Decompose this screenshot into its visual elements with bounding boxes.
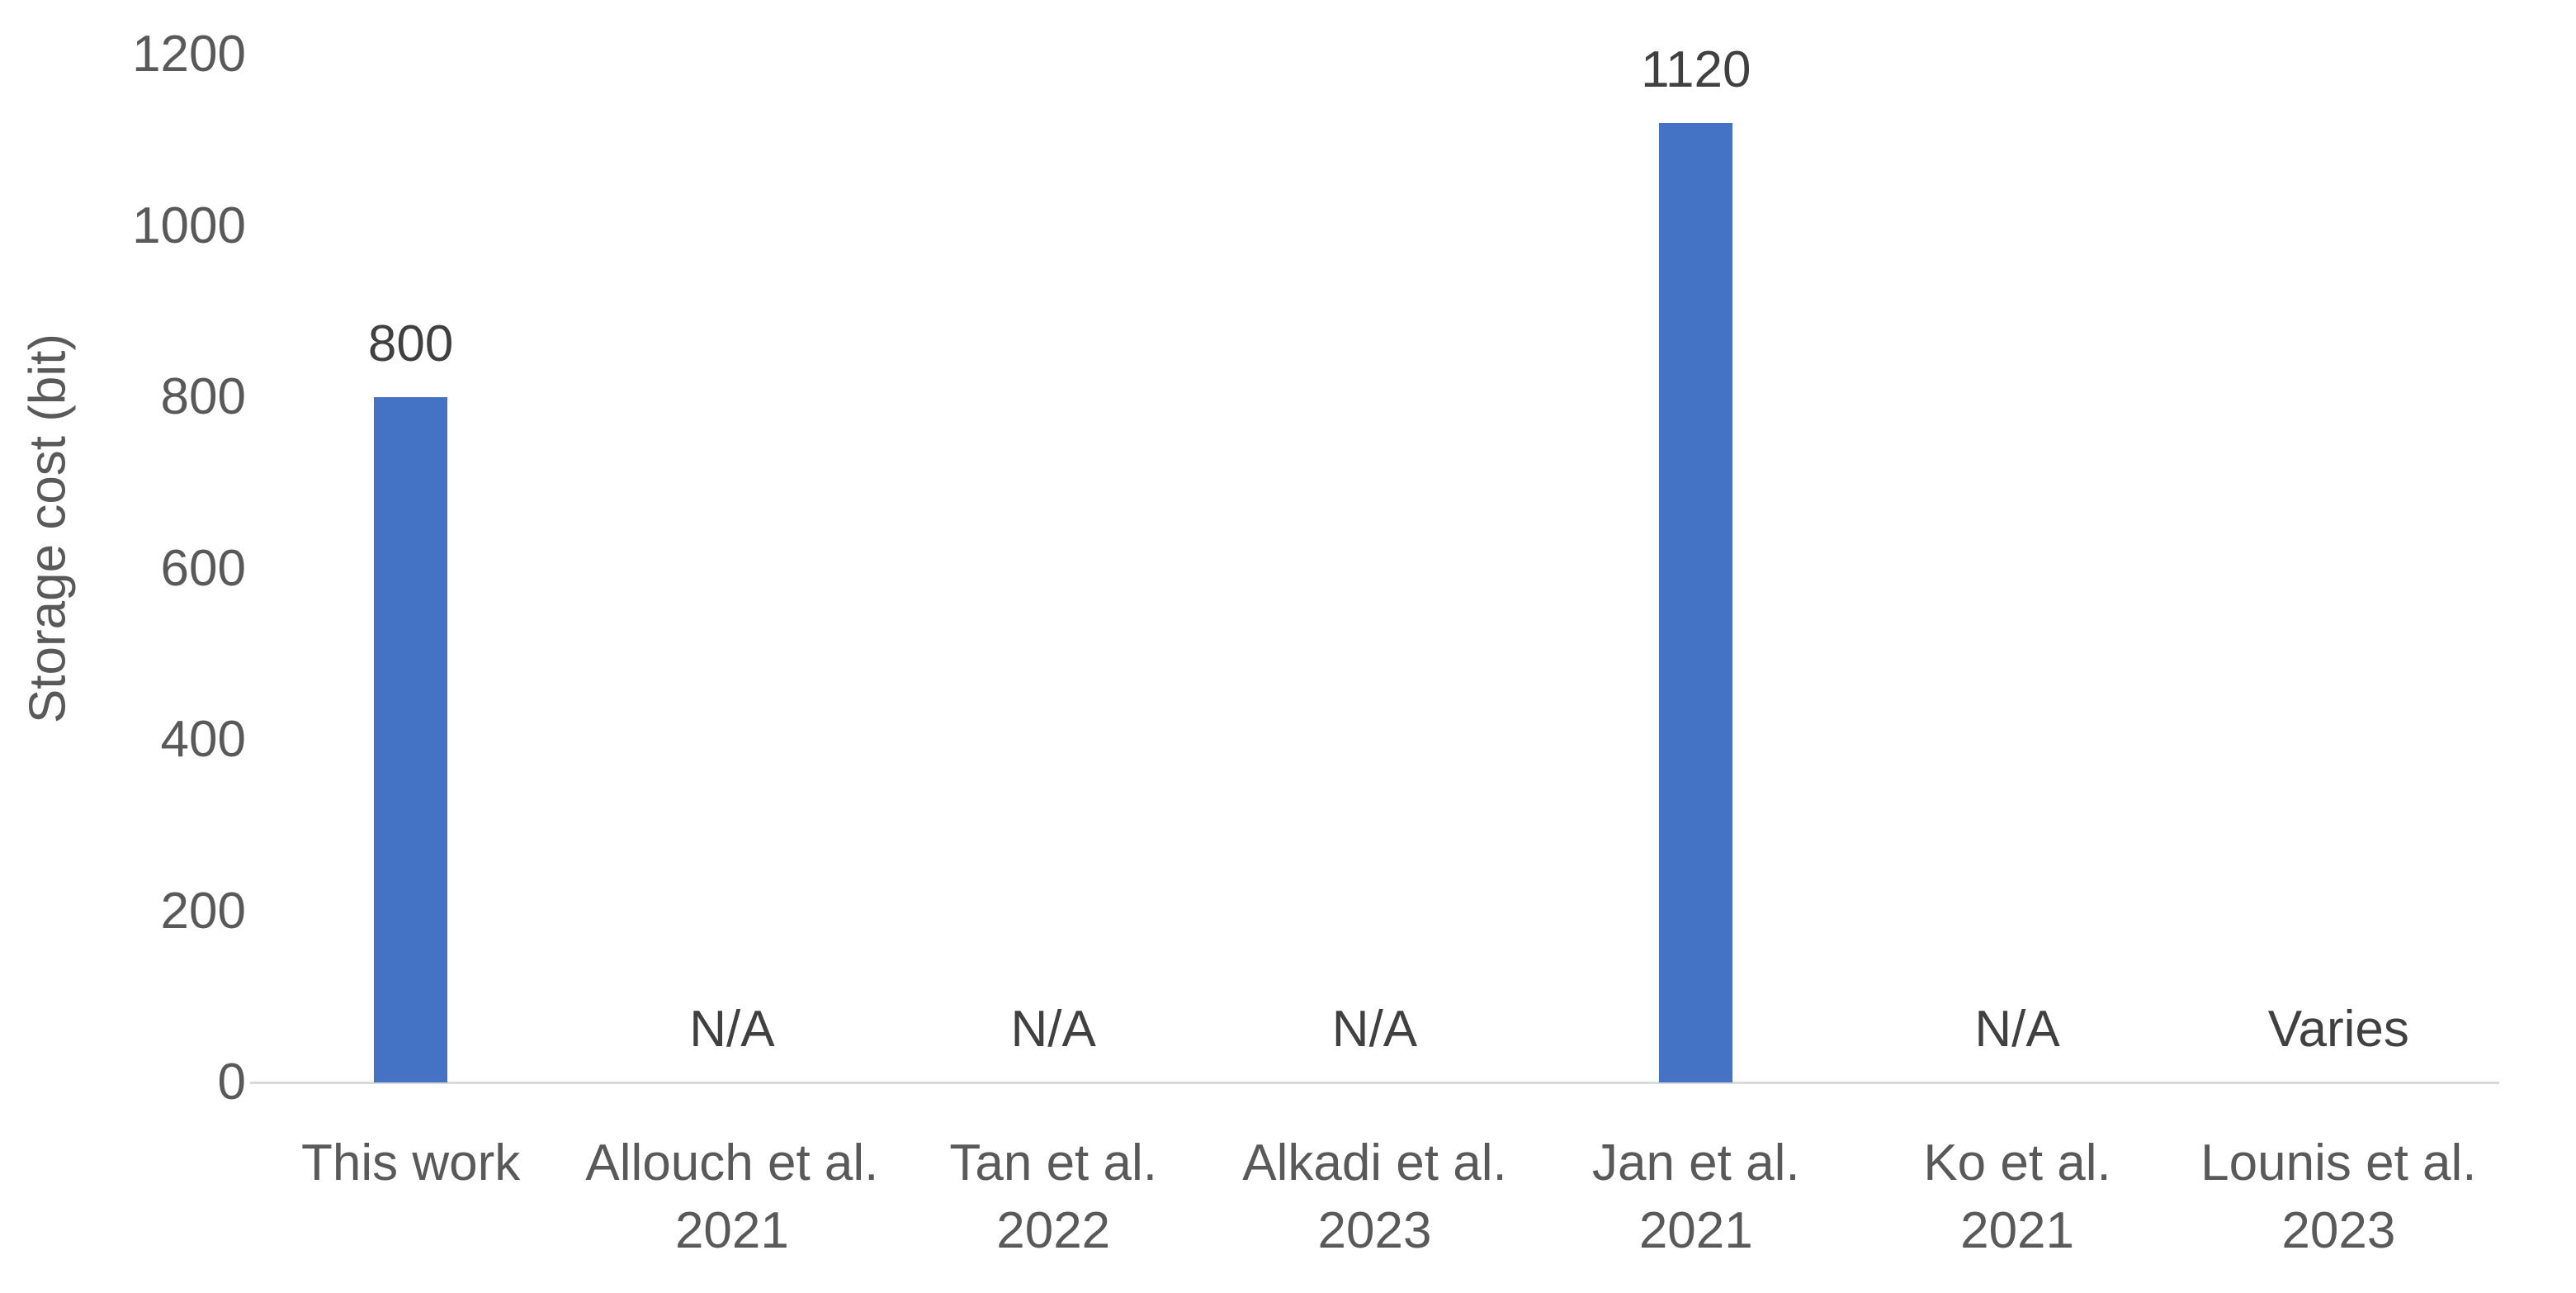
x-axis-line — [250, 1082, 2499, 1084]
data-label: N/A — [689, 1001, 775, 1058]
category-column: N/A Allouch et al. 2021 — [571, 0, 892, 1293]
category-column: 1120 Jan et al. 2021 — [1535, 0, 1856, 1293]
category-label: Ko et al. 2021 — [1923, 1134, 2111, 1259]
category-column: N/A Tan et al. 2022 — [893, 0, 1214, 1293]
category-label: Alkadi et al. 2023 — [1242, 1134, 1507, 1259]
data-label: N/A — [1331, 1001, 1418, 1058]
category-column: Varies Lounis et al. 2023 — [2178, 0, 2499, 1293]
y-axis-tick-label: 800 — [160, 368, 246, 425]
category-label: This work — [301, 1134, 521, 1191]
category-label: Allouch et al. 2021 — [585, 1134, 879, 1259]
category-label: Jan et al. 2021 — [1591, 1134, 1800, 1259]
data-label: 800 — [367, 315, 454, 372]
y-axis-tick-label: 0 — [217, 1054, 246, 1111]
category-column: N/A Alkadi et al. 2023 — [1214, 0, 1535, 1293]
category-column: N/A Ko et al. 2021 — [1856, 0, 2177, 1293]
category-label: Tan et al. 2022 — [949, 1134, 1157, 1259]
category-label: Lounis et al. 2023 — [2200, 1134, 2477, 1259]
category-column: 800 This work — [250, 0, 571, 1293]
y-axis-tick-label: 600 — [160, 539, 246, 597]
bar — [1659, 123, 1733, 1082]
data-label: Varies — [2267, 1001, 2409, 1058]
data-label: 1120 — [1641, 41, 1751, 98]
y-axis-tick-label: 200 — [160, 882, 246, 940]
data-label: N/A — [1974, 1001, 2060, 1058]
bar — [374, 397, 448, 1082]
y-axis-tick-label: 1200 — [132, 26, 246, 83]
y-axis-tick-label: 1000 — [132, 197, 246, 254]
data-label: N/A — [1010, 1001, 1096, 1058]
y-axis-tick-label: 400 — [160, 711, 246, 768]
